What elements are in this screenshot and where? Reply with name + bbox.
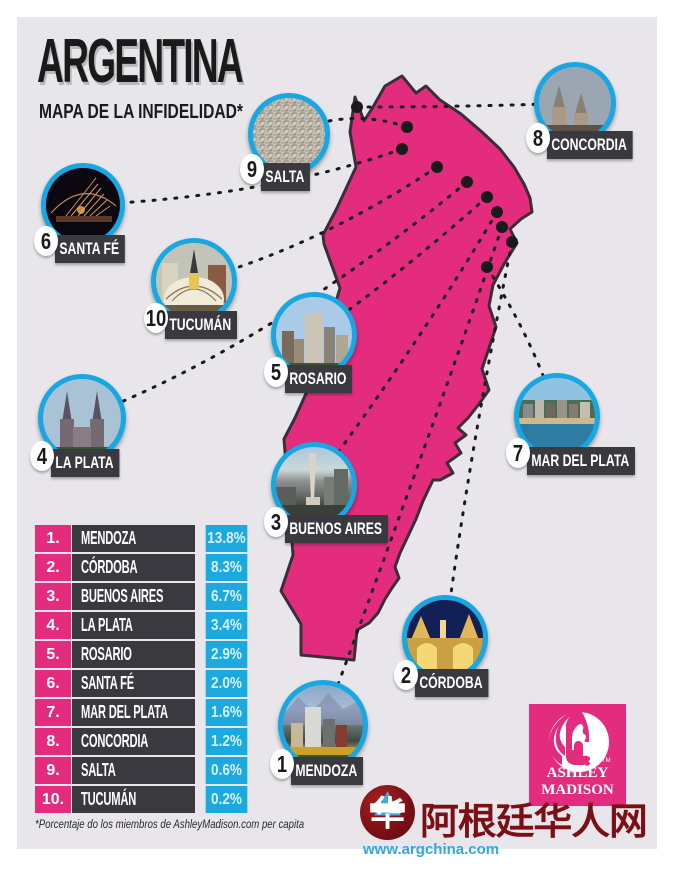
svg-text:TM: TM (602, 758, 611, 764)
svg-text:华: 华 (370, 796, 405, 834)
